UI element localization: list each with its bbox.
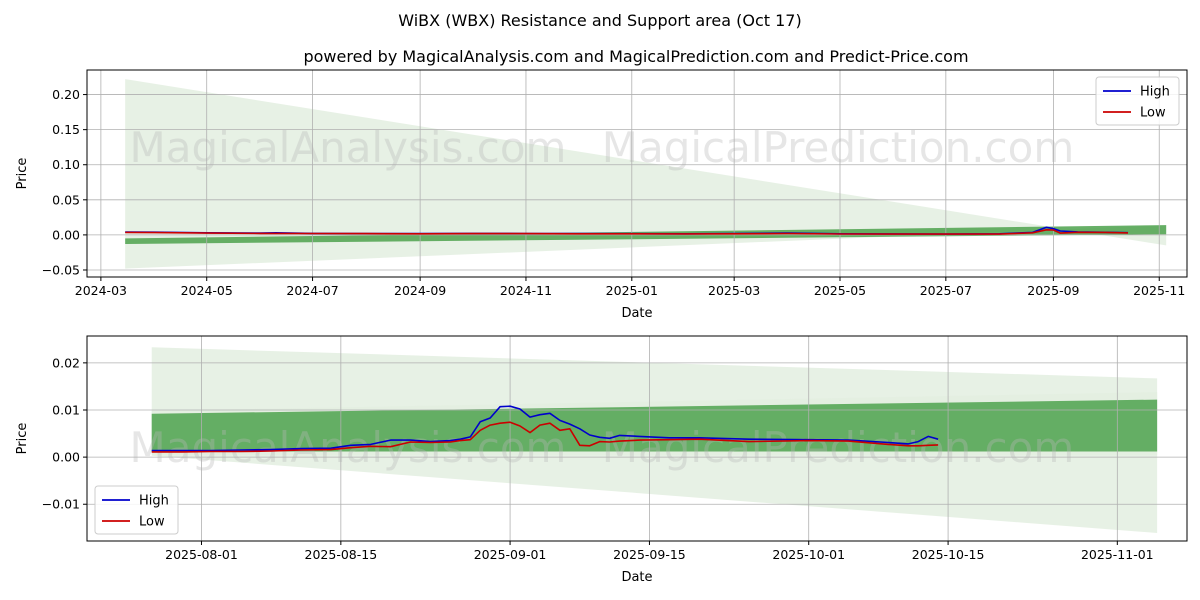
high-series-line	[151, 405, 939, 452]
y-tick-label: 0.20	[52, 87, 80, 102]
watermark-right: MagicalPrediction.com	[602, 123, 1075, 172]
legend-label-high: High	[139, 494, 169, 509]
top-chart-panel: MagicalAnalysis.com MagicalPrediction.com…	[15, 69, 1188, 321]
y-tick-label: 0.10	[52, 157, 80, 172]
x-tick-label: 2025-09	[1027, 283, 1079, 298]
y-tick-label: −0.01	[42, 497, 80, 512]
x-tick-label: 2025-09-15	[613, 547, 686, 562]
y-tick-label: 0.01	[52, 402, 80, 417]
x-tick-label: 2025-11	[1133, 283, 1185, 298]
legend-box	[1095, 76, 1180, 126]
low-series-line	[125, 229, 1129, 235]
y-tick-label: 0.05	[52, 192, 80, 207]
chart-subtitle: powered by MagicalAnalysis.com and Magic…	[303, 47, 968, 66]
legend-label-low: Low	[139, 515, 165, 530]
x-tick-label: 2025-10-15	[912, 547, 985, 562]
x-tick-label: 2024-03	[75, 283, 127, 298]
y-axis-label: Price	[15, 423, 30, 455]
x-tick-label: 2025-08-15	[305, 547, 378, 562]
x-tick-label: 2025-01	[606, 283, 658, 298]
bottom-chart-panel: MagicalAnalysis.com MagicalPrediction.com…	[15, 335, 1188, 585]
light-band-0	[125, 79, 1167, 269]
x-tick-label: 2025-08-01	[165, 547, 238, 562]
y-tick-label: 0.00	[52, 450, 80, 465]
x-tick-label: 2024-09	[394, 283, 446, 298]
axes-frame	[86, 69, 1188, 278]
x-tick-label: 2025-11-01	[1081, 547, 1154, 562]
y-tick-label: 0.02	[52, 355, 80, 370]
y-tick-label: −0.05	[42, 262, 80, 277]
legend-box	[94, 485, 179, 535]
x-tick-label: 2025-05	[814, 283, 866, 298]
x-axis-label: Date	[621, 570, 652, 585]
x-tick-label: 2024-05	[181, 283, 233, 298]
watermark-left: MagicalAnalysis.com	[130, 123, 567, 172]
y-axis-label: Price	[15, 158, 30, 190]
dark-band-2	[151, 399, 1158, 452]
chart-legend: High Low	[1095, 76, 1180, 126]
low-series-line	[151, 421, 939, 453]
legend-label-high: High	[1140, 85, 1170, 100]
x-tick-label: 2025-09-01	[474, 547, 547, 562]
watermark-right: MagicalPrediction.com	[602, 423, 1075, 472]
x-tick-label: 2024-07	[286, 283, 338, 298]
chart-title: WiBX (WBX) Resistance and Support area (…	[398, 11, 801, 30]
y-tick-label: 0.00	[52, 227, 80, 242]
x-axis-label: Date	[621, 306, 652, 321]
legend-label-low: Low	[1140, 106, 1166, 121]
x-tick-label: 2024-11	[500, 283, 552, 298]
x-tick-label: 2025-07	[920, 283, 972, 298]
x-tick-label: 2025-03	[708, 283, 760, 298]
x-tick-label: 2025-10-01	[772, 547, 845, 562]
chart-legend: High Low	[94, 485, 179, 535]
axes-frame	[86, 335, 1188, 542]
y-tick-label: 0.15	[52, 122, 80, 137]
